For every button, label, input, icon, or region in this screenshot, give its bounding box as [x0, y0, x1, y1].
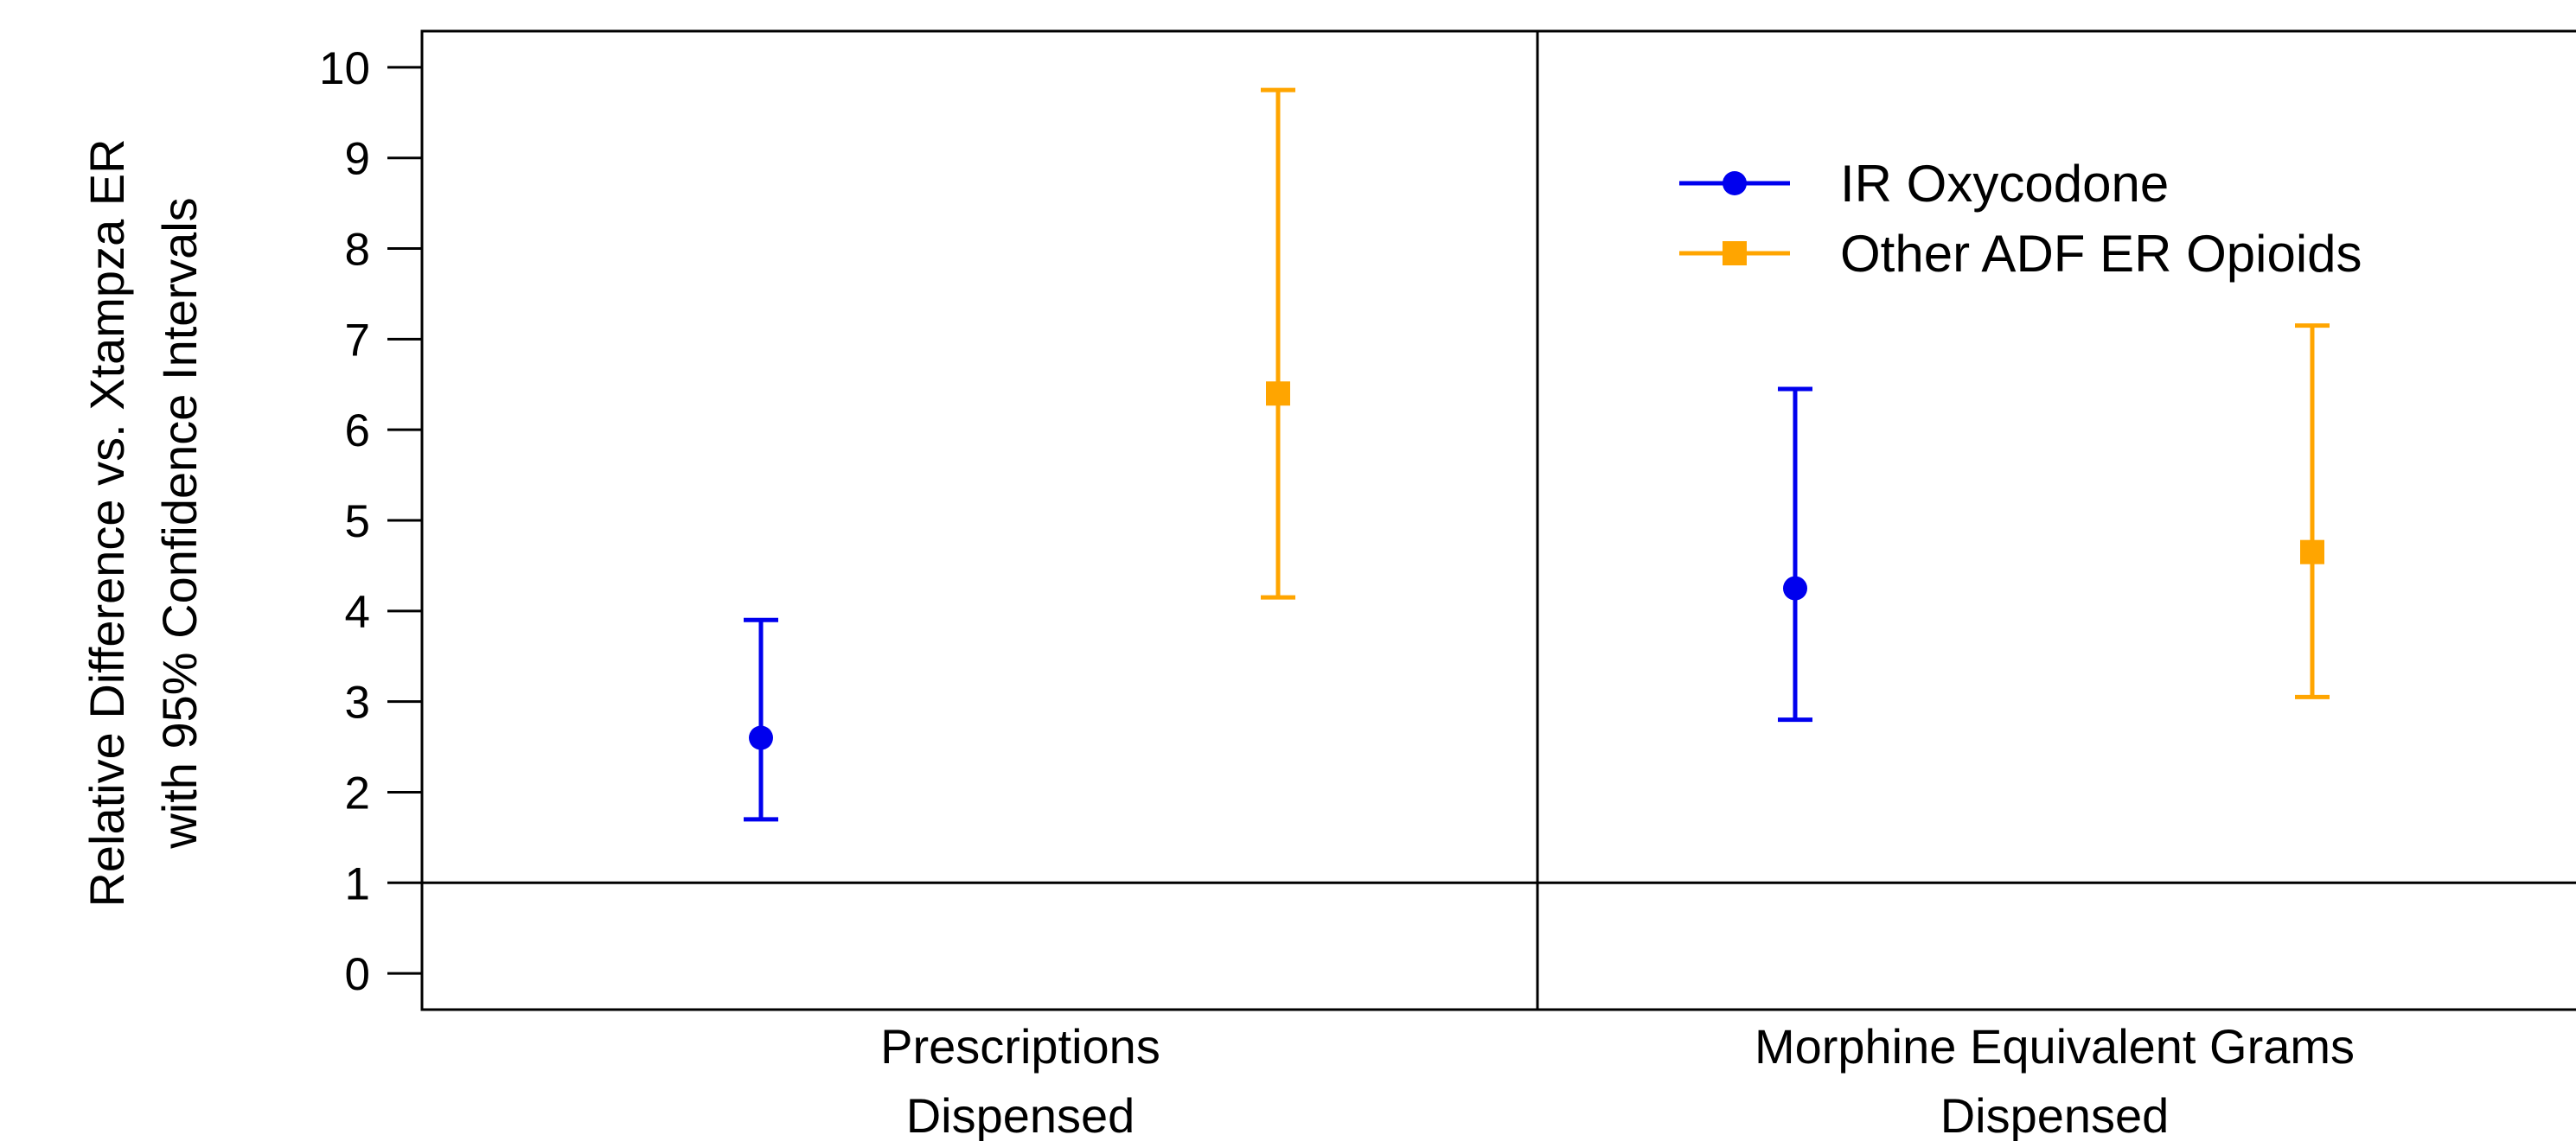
- x-category-labels: Prescriptions Dispensed Morphine Equival…: [880, 1019, 2355, 1141]
- category-label-morphine-line-2: Dispensed: [1940, 1088, 2170, 1141]
- y-tick-label-7: 7: [345, 315, 370, 366]
- point-marker-circle: [1783, 576, 1807, 601]
- data-marks: [744, 87, 2330, 822]
- y-tick-label-4: 4: [345, 587, 370, 638]
- category-label-prescriptions-line-2: Dispensed: [906, 1088, 1135, 1141]
- legend: IR Oxycodone Other ADF ER Opioids: [1679, 155, 2362, 283]
- point-ir-oxycodone-cat-0: [744, 617, 778, 822]
- y-tick-label-3: 3: [345, 678, 370, 729]
- category-label-morphine-line-1: Morphine Equivalent Grams: [1755, 1019, 2355, 1074]
- y-tick-label-9: 9: [345, 134, 370, 185]
- y-tick-label-6: 6: [345, 405, 370, 456]
- point-other-adf-cat-0: [1261, 87, 1295, 600]
- legend-ir-oxycodone-marker: [1723, 171, 1747, 195]
- y-axis-title: Relative Difference vs. Xtampza ER with …: [80, 138, 207, 907]
- point-ir-oxycodone-cat-1: [1778, 386, 1812, 723]
- point-other-adf-cat-1: [2295, 323, 2330, 699]
- y-tick-label-5: 5: [345, 496, 370, 547]
- plot-frame: [420, 29, 2576, 1011]
- y-axis-title-line-1: Relative Difference vs. Xtampza ER: [80, 138, 134, 907]
- y-tick-label-10: 10: [319, 43, 370, 94]
- y-tick-label-1: 1: [345, 858, 370, 909]
- legend-ir-oxycodone-label: IR Oxycodone: [1840, 155, 2169, 213]
- legend-other-adf-label: Other ADF ER Opioids: [1840, 225, 2362, 283]
- point-marker-square: [1266, 381, 1290, 406]
- legend-other-adf-marker: [1723, 241, 1747, 265]
- y-axis: 0 1 2 3 4 5 6 7 8 9 10: [319, 43, 422, 1000]
- y-tick-label-8: 8: [345, 225, 370, 276]
- point-marker-circle: [749, 725, 773, 750]
- category-label-prescriptions-line-1: Prescriptions: [880, 1019, 1160, 1074]
- point-marker-square: [2300, 539, 2324, 564]
- y-tick-label-2: 2: [345, 768, 370, 819]
- y-axis-title-line-2: with 95% Confidence Intervals: [152, 197, 207, 849]
- y-tick-label-0: 0: [345, 949, 370, 1000]
